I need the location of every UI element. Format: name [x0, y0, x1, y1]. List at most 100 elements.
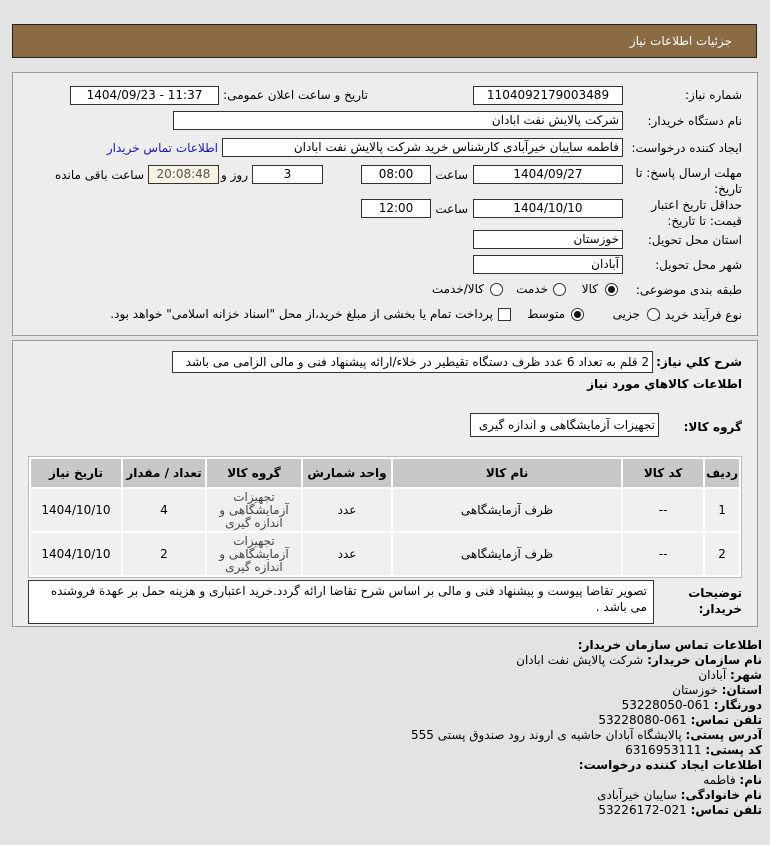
- contact-key: شهر:: [730, 668, 762, 682]
- category-option-service: خدمت: [516, 282, 548, 296]
- contact-key: تلفن تماس:: [690, 803, 762, 817]
- cell-code: --: [623, 489, 704, 531]
- contact-line: نام خانوادگی: سایبان خیرآبادی: [262, 788, 762, 803]
- contact-value: آبادان: [698, 668, 727, 682]
- deadline-time-label: ساعت: [435, 168, 468, 182]
- category-radio-both[interactable]: [490, 283, 503, 296]
- cell-date: 1404/10/10: [31, 533, 121, 575]
- announce-label: تاریخ و ساعت اعلان عمومی:: [223, 88, 368, 102]
- page-title: جزئیات اطلاعات نیاز: [629, 34, 732, 48]
- page-header: جزئیات اطلاعات نیاز: [12, 24, 757, 58]
- deadline-date-field[interactable]: 1404/09/27: [473, 165, 623, 184]
- org-contact-heading: اطلاعات تماس سازمان خریدار:: [577, 638, 762, 652]
- contact-line: نام سازمان خریدار: شرکت پالایش نفت ابادا…: [262, 653, 762, 668]
- contact-key: آدرس پستی:: [685, 728, 762, 742]
- category-radio-goods[interactable]: [605, 283, 618, 296]
- contact-line: شهر: آبادان: [262, 668, 762, 683]
- cell-group: تجهیزات آزمایشگاهی و اندازه گیری: [207, 489, 301, 531]
- description-field: 2 قلم به تعداد 6 عدد ظرف دستگاه تقیطیر د…: [172, 351, 653, 373]
- buyer-field[interactable]: شرکت پالایش نفت ابادان: [173, 111, 623, 130]
- col-qty: تعداد / مقدار: [123, 459, 205, 487]
- contact-section: اطلاعات تماس سازمان خریدار: نام سازمان خ…: [262, 638, 762, 818]
- cell-group: تجهیزات آزمایشگاهی و اندازه گیری: [207, 533, 301, 575]
- table-header-row: ردیف کد کالا نام کالا واحد شمارش گروه کا…: [31, 459, 739, 487]
- contact-line: نام: فاطمه: [262, 773, 762, 788]
- cell-qty: 2: [123, 533, 205, 575]
- description-label: شرح کلي نیاز:: [656, 355, 742, 369]
- need-number-field[interactable]: 1104092179003489: [473, 86, 623, 105]
- process-option-minor: جزیی: [612, 307, 640, 321]
- contact-line: استان: خوزستان: [262, 683, 762, 698]
- days-field[interactable]: 3: [252, 165, 323, 184]
- category-option-both: کالا/خدمت: [431, 282, 484, 296]
- goods-heading: اطلاعات کالاهاي مورد نیاز: [587, 377, 742, 391]
- validity-label: حداقل تاریخ اعتبار قیمت: تا تاریخ:: [651, 198, 742, 228]
- announce-field[interactable]: 1404/09/23 - 11:37: [70, 86, 219, 105]
- validity-time-label: ساعت: [435, 202, 468, 216]
- contact-line: تلفن تماس: 021-53226172: [262, 803, 762, 818]
- buyer-label: نام دستگاه خریدار:: [647, 114, 743, 128]
- category-label: طبقه بندی موضوعی:: [635, 283, 742, 297]
- contact-line: تلفن تماس: 061-53228080: [262, 713, 762, 728]
- cell-code: --: [623, 533, 704, 575]
- days-label: روز و: [221, 168, 248, 182]
- contact-key: استان:: [721, 683, 762, 697]
- validity-time-field[interactable]: 12:00: [361, 199, 431, 218]
- contact-value: سایبان خیرآبادی: [597, 788, 677, 802]
- col-group: گروه کالا: [207, 459, 301, 487]
- col-name: نام کالا: [393, 459, 622, 487]
- city-label: شهر محل تحویل:: [655, 258, 742, 272]
- cell-name: ظرف آزمایشگاهی: [393, 489, 622, 531]
- contact-value: 061-53228080: [598, 713, 687, 727]
- goods-group-label: گروه کالا:: [683, 420, 742, 434]
- payment-note: پرداخت تمام یا بخشی از مبلغ خرید،از محل …: [110, 307, 493, 321]
- deadline-label: مهلت ارسال پاسخ: تا تاریخ:: [635, 166, 742, 196]
- contact-value: 6316953111: [625, 743, 702, 757]
- contact-line: آدرس پستی: پالایشگاه آبادان حاشیه ی ارون…: [262, 728, 762, 743]
- contact-value: 021-53226172: [598, 803, 687, 817]
- creator-field[interactable]: فاطمه سایبان خیرآبادی کارشناس خرید شرکت …: [222, 138, 623, 157]
- cell-qty: 4: [123, 489, 205, 531]
- process-option-medium: متوسط: [527, 307, 565, 321]
- process-label: نوع فرآیند خرید :: [657, 308, 742, 322]
- table-row: 1 -- ظرف آزمایشگاهی عدد تجهیزات آزمایشگا…: [31, 489, 739, 531]
- buyer-notes-field: تصویر تقاضا پیوست و پیشنهاد فنی و مالی ب…: [28, 580, 654, 624]
- deadline-time-field[interactable]: 08:00: [361, 165, 431, 184]
- province-label: استان محل تحویل:: [647, 233, 742, 247]
- contact-line: کد پستی: 6316953111: [262, 743, 762, 758]
- cell-name: ظرف آزمایشگاهی: [393, 533, 622, 575]
- contact-line: دورنگار: 061-53228050: [262, 698, 762, 713]
- validity-date-field[interactable]: 1404/10/10: [473, 199, 623, 218]
- remaining-label: ساعت باقی مانده: [54, 168, 144, 182]
- need-number-label: شماره نیاز:: [685, 88, 742, 102]
- contact-key: نام خانوادگی:: [680, 788, 762, 802]
- contact-value: فاطمه: [703, 773, 736, 787]
- cell-row: 2: [705, 533, 739, 575]
- goods-group-field: تجهیزات آزمایشگاهی و اندازه گیری: [470, 413, 659, 437]
- contact-key: نام سازمان خریدار:: [647, 653, 762, 667]
- treasury-payment-checkbox[interactable]: [498, 308, 511, 321]
- col-unit: واحد شمارش: [303, 459, 391, 487]
- remaining-time-field: 20:08:48: [148, 165, 219, 184]
- creator-label: ایجاد کننده درخواست:: [631, 141, 742, 155]
- cell-date: 1404/10/10: [31, 489, 121, 531]
- buyer-contact-link[interactable]: اطلاعات تماس خریدار: [106, 141, 218, 155]
- cell-row: 1: [705, 489, 739, 531]
- contact-value: خوزستان: [672, 683, 718, 697]
- category-option-goods: کالا: [581, 282, 598, 296]
- process-radio-minor[interactable]: [647, 308, 660, 321]
- process-radio-medium[interactable]: [571, 308, 584, 321]
- contact-key: تلفن تماس:: [690, 713, 762, 727]
- contact-key: نام:: [739, 773, 762, 787]
- province-field[interactable]: خوزستان: [473, 230, 623, 249]
- contact-value: شرکت پالایش نفت ابادان: [516, 653, 644, 667]
- contact-value: 061-53228050: [621, 698, 710, 712]
- city-field[interactable]: آبادان: [473, 255, 623, 274]
- cell-unit: عدد: [303, 489, 391, 531]
- col-row: ردیف: [705, 459, 739, 487]
- category-radio-service[interactable]: [553, 283, 566, 296]
- creator-contact-heading: اطلاعات ایجاد کننده درخواست:: [578, 758, 762, 772]
- buyer-notes-label: توضیحات خریدار:: [688, 586, 742, 616]
- col-code: کد کالا: [623, 459, 704, 487]
- table-row: 2 -- ظرف آزمایشگاهی عدد تجهیزات آزمایشگا…: [31, 533, 739, 575]
